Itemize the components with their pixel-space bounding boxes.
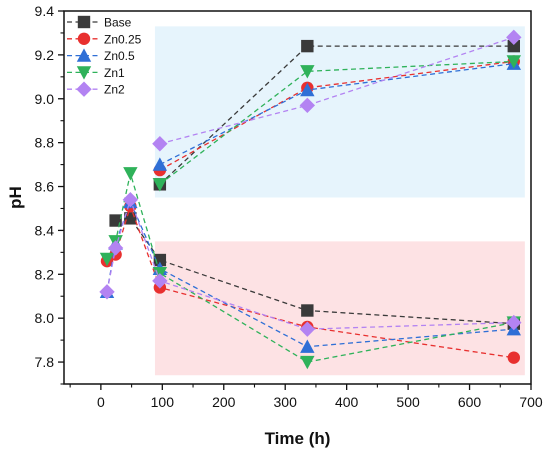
x-tick-label: 100: [151, 394, 175, 410]
y-axis-title: pH: [6, 186, 25, 209]
x-tick-label: 400: [335, 394, 359, 410]
legend-item-zn0-5: Zn0.5: [67, 48, 135, 63]
data-point: [506, 314, 522, 331]
data-point: [109, 214, 122, 227]
y-tick-label: 9.0: [35, 91, 55, 107]
legend-label: Base: [104, 16, 132, 30]
legend-marker: [77, 32, 91, 45]
y-tick-label: 9.4: [35, 3, 55, 19]
y-tick-label: 8.6: [35, 179, 55, 195]
legend-label: Zn0.5: [104, 49, 135, 63]
legend-item-zn2: Zn2: [67, 81, 125, 97]
data-point: [300, 65, 315, 79]
legend-item-zn1: Zn1: [67, 66, 125, 80]
data-point: [301, 39, 314, 53]
data-point: [506, 29, 522, 46]
series-line: [106, 173, 514, 363]
data-point: [152, 157, 168, 171]
series-upper-zn1: [152, 55, 521, 192]
x-tick-label: 500: [396, 394, 420, 410]
data-point: [507, 39, 520, 53]
legend-marker: [76, 81, 92, 97]
legend-marker: [76, 66, 92, 80]
legend-label: Zn1: [104, 66, 125, 80]
highlight-band-1: [154, 241, 525, 376]
highlight-band-0: [154, 26, 525, 198]
y-tick-label: 9.2: [35, 47, 55, 63]
data-point: [152, 273, 168, 289]
data-point: [152, 136, 168, 152]
data-point: [99, 284, 115, 300]
data-point: [99, 252, 115, 267]
legend-label: Zn0.25: [104, 32, 142, 46]
series-upper-zn2: [152, 29, 522, 152]
series-zn2: [99, 191, 522, 337]
x-tick-label: 0: [97, 394, 105, 410]
legend: Base Zn0.25 Zn0.5 Zn1 Zn2: [67, 16, 142, 97]
data-point: [300, 339, 315, 353]
data-point: [299, 321, 316, 337]
legend-item-base: Base: [67, 16, 132, 30]
highlight-bands: [154, 26, 525, 376]
series-line: [159, 60, 514, 185]
x-tick-label: 200: [212, 394, 236, 410]
data-point: [300, 355, 315, 370]
legend-item-zn0-25: Zn0.25: [67, 32, 142, 46]
y-tick-label: 8.4: [35, 222, 55, 238]
plot-frame: [63, 10, 532, 385]
series-line: [159, 60, 514, 171]
series-line: [106, 197, 514, 330]
x-tick-label: 700: [519, 394, 543, 410]
data-point: [507, 351, 520, 364]
series-layer: [99, 29, 522, 370]
y-tick-label: 8.8: [35, 135, 55, 151]
data-point: [506, 55, 521, 69]
legend-marker: [77, 15, 91, 29]
data-point: [301, 304, 314, 317]
data-point: [152, 178, 168, 192]
x-tick-label: 600: [458, 394, 482, 410]
y-tick-label: 8.2: [35, 266, 55, 282]
x-tick-label: 300: [274, 394, 298, 410]
data-point: [300, 82, 315, 97]
y-tick-label: 7.8: [35, 354, 55, 370]
x-axis: 0 100 200 300 400 500 600 700: [69, 384, 543, 410]
y-tick-label: 8.0: [35, 310, 55, 326]
data-point: [107, 240, 124, 256]
y-axis: 7.8 8.0 8.2 8.4 8.6 8.8 9.0 9.2 9.4: [35, 3, 64, 385]
data-point: [122, 191, 139, 208]
x-axis-title: Time (h): [265, 429, 331, 448]
data-point: [123, 167, 138, 181]
data-point: [299, 97, 316, 114]
legend-marker: [76, 48, 92, 62]
legend-label: Zn2: [104, 83, 125, 97]
series-line: [106, 200, 514, 348]
